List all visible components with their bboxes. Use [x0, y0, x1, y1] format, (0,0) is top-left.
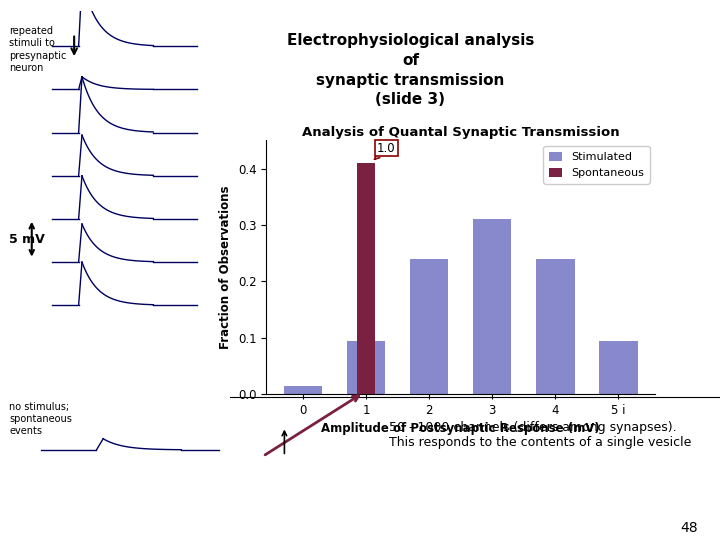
Bar — [473, 219, 511, 394]
Text: Electrophysiological analysis
of
synaptic transmission
(slide 3): Electrophysiological analysis of synapti… — [287, 33, 534, 107]
Bar — [536, 259, 575, 394]
Legend: Stimulated, Spontaneous: Stimulated, Spontaneous — [544, 146, 649, 184]
Text: repeated
stimuli to
presynaptic
neuron: repeated stimuli to presynaptic neuron — [9, 26, 67, 73]
Bar — [284, 386, 323, 394]
Text: no stimulus;
spontaneous
events: no stimulus; spontaneous events — [9, 402, 72, 436]
Y-axis label: Fraction of Observations: Fraction of Observations — [220, 186, 233, 349]
Text: 48: 48 — [681, 521, 698, 535]
Bar — [410, 259, 449, 394]
Bar — [357, 163, 375, 394]
Bar — [599, 341, 637, 394]
Text: 5 mV: 5 mV — [9, 233, 45, 246]
Title: Analysis of Quantal Synaptic Transmission: Analysis of Quantal Synaptic Transmissio… — [302, 126, 620, 139]
Bar — [347, 341, 385, 394]
X-axis label: Amplitude of Postsynaptic Response (mV): Amplitude of Postsynaptic Response (mV) — [321, 422, 600, 435]
Text: 50 - 1000 channels (differs among synapses).
This responds to the contents of a : 50 - 1000 channels (differs among synaps… — [389, 421, 691, 449]
Text: 1.0: 1.0 — [374, 141, 396, 159]
